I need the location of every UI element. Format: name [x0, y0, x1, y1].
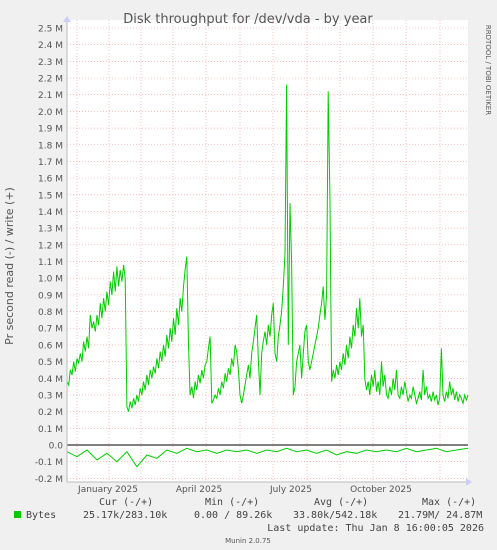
- x-tick-label: April 2025: [176, 485, 222, 495]
- y-tick-label: -0.2 M: [35, 475, 63, 485]
- y-tick-label: 2.4 M: [38, 41, 63, 51]
- y-tick-label: 0.1 M: [38, 425, 63, 435]
- y-tick-label: 0.4 M: [38, 375, 63, 385]
- y-tick-label: 1.9 M: [38, 125, 63, 135]
- y-tick-label: 0.2 M: [38, 408, 63, 418]
- y-tick-label: 2.0 M: [38, 108, 63, 118]
- legend-cur-value: 25.17k/283.10k: [83, 510, 167, 521]
- series-group: [66, 84, 469, 468]
- y-axis: 2.5 M 2.4 M 2.3 M 2.2 M 2.1 M 2.0 M 1.9 M 1.8 M…: [35, 25, 63, 485]
- last-update: Last update: Thu Jan 8 16:00:05 2026: [267, 523, 484, 534]
- footer-version: Munin 2.0.75: [225, 537, 271, 545]
- x-tick-label: October 2025: [350, 485, 412, 495]
- y-tick-label: 1.4 M: [38, 208, 63, 218]
- grid: [67, 20, 468, 482]
- chart-title: Disk throughput for /dev/vda - by year: [123, 12, 373, 27]
- plot-area: [67, 20, 468, 482]
- legend-header-max: Max (-/+): [422, 497, 476, 508]
- legend-header-min: Min (-/+): [205, 497, 259, 508]
- x-tick-label: July 2025: [269, 485, 312, 495]
- y-tick-label: 0.0: [49, 442, 64, 452]
- legend-min-value: 0.00 / 89.26k: [194, 510, 272, 521]
- y-tick-label: 2.1 M: [38, 91, 63, 101]
- y-tick-label: 1.1 M: [38, 258, 63, 268]
- y-tick-label: 1.3 M: [38, 225, 63, 235]
- legend-header-avg: Avg (-/+): [314, 497, 368, 508]
- x-axis: January 2025 April 2025 July 2025 October 2…: [77, 485, 412, 495]
- legend-header-cur: Cur (-/+): [99, 497, 153, 508]
- y-tick-label: -0.1 M: [35, 458, 63, 468]
- y-tick-label: 1.6 M: [38, 175, 63, 185]
- y-tick-label: 1.7 M: [38, 158, 63, 168]
- y-tick-label: 2.2 M: [38, 75, 63, 85]
- legend-swatch: [14, 511, 21, 518]
- y-tick-label: 0.5 M: [38, 358, 63, 368]
- side-label: RRDTOOL / TOBI OETIKER: [484, 25, 492, 115]
- y-tick-label: 0.3 M: [38, 391, 63, 401]
- y-tick-label: 1.2 M: [38, 241, 63, 251]
- y-tick-label: 0.7 M: [38, 325, 63, 335]
- y-tick-label: 1.5 M: [38, 191, 63, 201]
- y-tick-label: 0.8 M: [38, 308, 63, 318]
- y-tick-label: 0.9 M: [38, 291, 63, 301]
- y-tick-label: 0.6 M: [38, 341, 63, 351]
- legend-avg-value: 33.80k/542.18k: [293, 510, 377, 521]
- legend-series-name: Bytes: [26, 510, 56, 521]
- series-line-read: [66, 447, 469, 468]
- y-axis-label: Pr second read (-) / write (+): [3, 187, 16, 345]
- x-axis-arrow: [466, 478, 472, 486]
- x-tick-label: January 2025: [77, 485, 138, 495]
- y-tick-label: 1.0 M: [38, 275, 63, 285]
- y-tick-label: 2.5 M: [38, 25, 63, 35]
- y-tick-label: 1.8 M: [38, 141, 63, 151]
- legend-max-value: 21.79M/ 24.87M: [398, 510, 482, 521]
- y-tick-label: 2.3 M: [38, 58, 63, 68]
- y-axis-arrow: [63, 16, 71, 22]
- series-line-write: [66, 84, 469, 412]
